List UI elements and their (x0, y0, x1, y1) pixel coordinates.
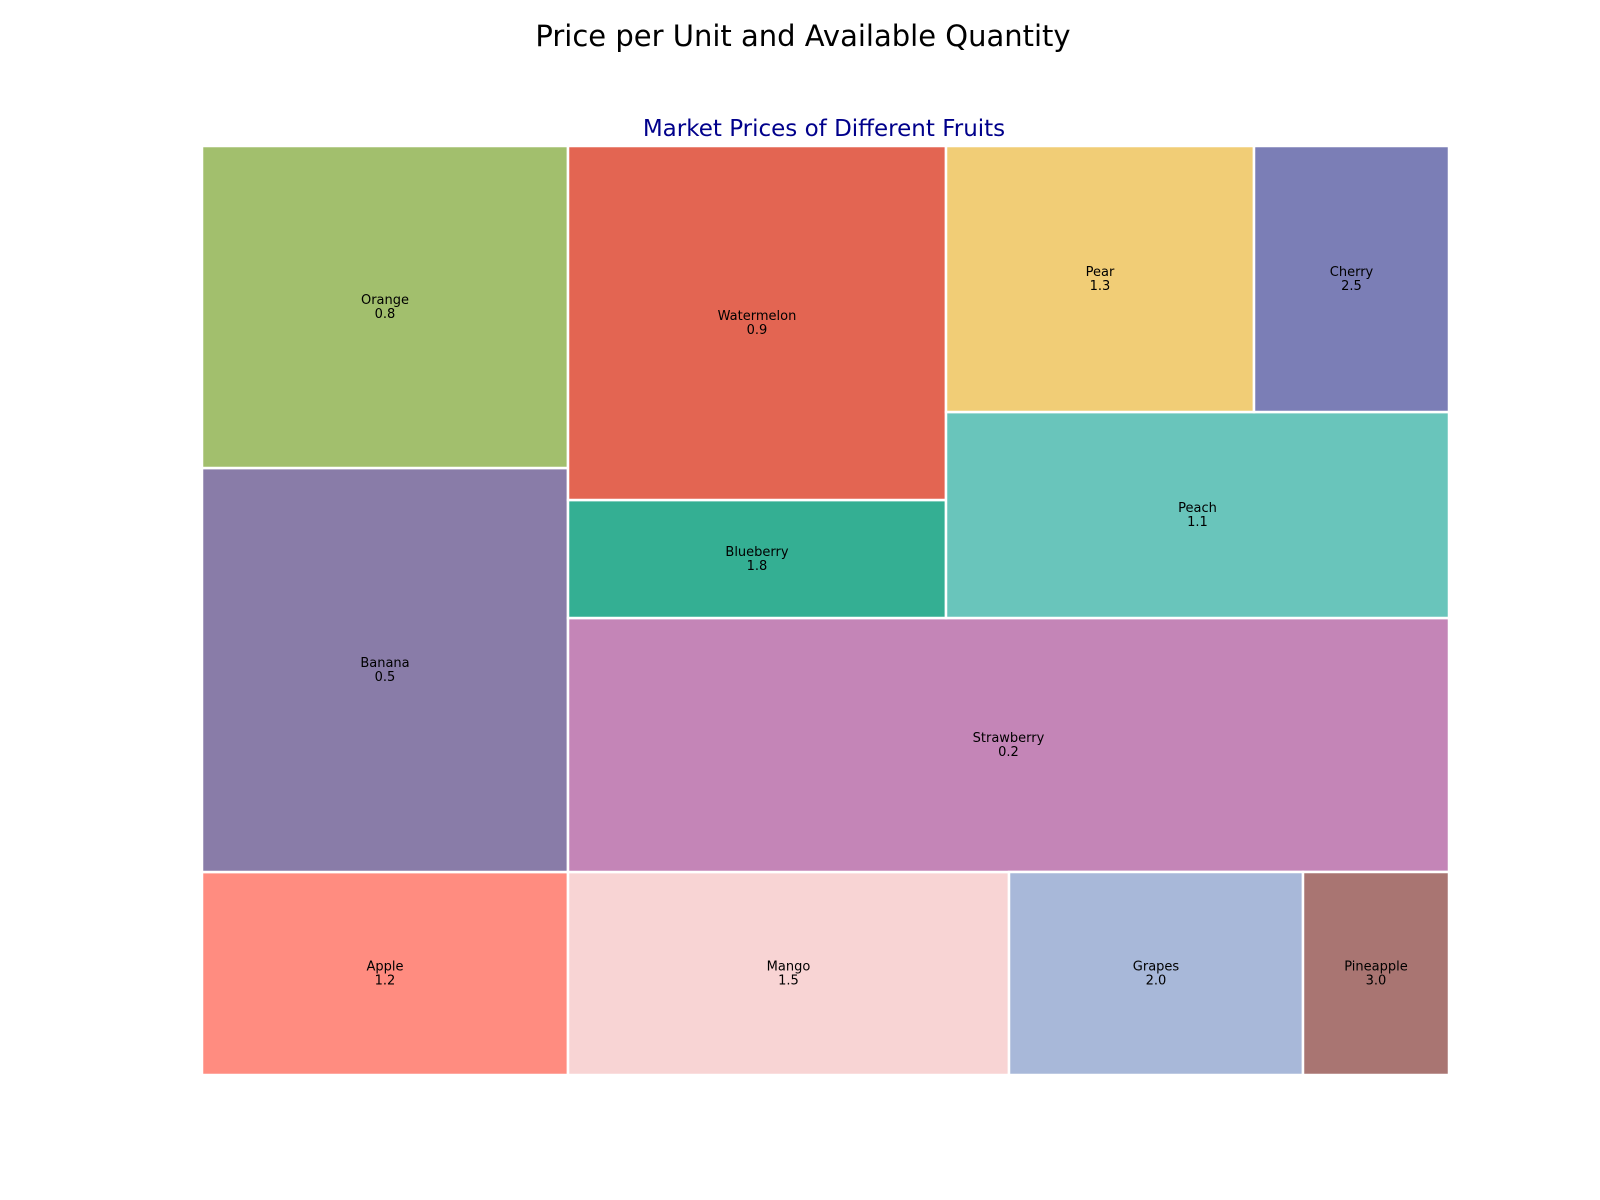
tile-name-apple: Apple (366, 960, 403, 975)
tile-price-watermelon: 0.9 (747, 323, 768, 338)
tile-name-cherry: Cherry (1330, 265, 1374, 280)
tile-price-orange: 0.8 (375, 307, 396, 322)
tile-price-grapes: 2.0 (1146, 974, 1167, 989)
tile-name-orange: Orange (361, 293, 409, 308)
tile-price-mango: 1.5 (778, 974, 799, 989)
chart-title: Price per Unit and Available Quantity (535, 19, 1070, 53)
tile-name-grapes: Grapes (1133, 960, 1180, 975)
tile-price-banana: 0.5 (375, 670, 396, 685)
tile-price-blueberry: 1.8 (747, 559, 768, 574)
tile-name-strawberry: Strawberry (973, 731, 1045, 746)
tile-name-pineapple: Pineapple (1344, 960, 1407, 975)
tile-rect-banana (200, 466, 570, 874)
tile-rect-watermelon (566, 144, 948, 502)
tile-price-apple: 1.2 (375, 974, 396, 989)
tile-rect-blueberry (566, 498, 948, 620)
tile-name-blueberry: Blueberry (725, 545, 788, 560)
tile-name-banana: Banana (360, 656, 409, 671)
chart-subtitle: Market Prices of Different Fruits (643, 116, 1005, 142)
tile-rect-apple (200, 870, 570, 1077)
tile-price-pineapple: 3.0 (1366, 974, 1387, 989)
tile-name-peach: Peach (1178, 501, 1217, 516)
tile-price-peach: 1.1 (1187, 515, 1208, 530)
tile-rect-grapes (1007, 870, 1305, 1077)
tile-rect-peach (944, 410, 1451, 620)
tile-name-pear: Pear (1086, 265, 1115, 280)
tile-price-strawberry: 0.2 (998, 745, 1019, 760)
tile-name-watermelon: Watermelon (718, 309, 797, 324)
treemap-tiles: Apple1.2Banana0.5Orange0.8Mango1.5Strawb… (200, 144, 1451, 1077)
tile-rect-pineapple (1301, 870, 1451, 1077)
tile-name-mango: Mango (767, 960, 811, 975)
tile-price-pear: 1.3 (1090, 279, 1111, 294)
tile-price-cherry: 2.5 (1341, 279, 1362, 294)
tile-rect-cherry (1252, 144, 1451, 414)
tile-rect-mango (566, 870, 1011, 1077)
tile-rect-strawberry (566, 616, 1451, 874)
tile-rect-orange (200, 144, 570, 470)
